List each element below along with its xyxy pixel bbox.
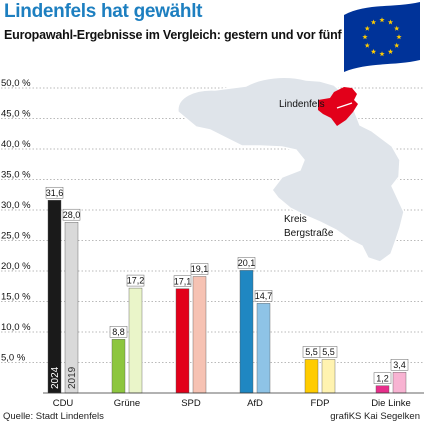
district-map: Lindenfels Kreis Bergstraße — [177, 76, 405, 263]
page-subtitle: Europawahl-Ergebnisse im Vergleich: gest… — [4, 28, 385, 42]
flag-star — [362, 34, 368, 40]
map-district-label: Kreis — [284, 214, 307, 225]
data-label: 19,1 — [191, 264, 209, 274]
data-label-box — [319, 346, 338, 358]
flag-star — [396, 34, 402, 40]
y-tick-label: 20,0 % — [1, 261, 31, 272]
y-tick-label: 25,0 % — [1, 231, 31, 242]
bar — [304, 359, 319, 394]
eu-flag-icon — [344, 2, 420, 72]
x-category-label: CDU — [53, 398, 74, 409]
data-label-box — [45, 186, 64, 199]
flag-star — [379, 17, 385, 23]
flag-star — [387, 19, 394, 25]
flag-star — [364, 25, 370, 31]
bar — [321, 359, 336, 394]
data-label: 14,7 — [255, 291, 273, 301]
data-label: 17,1 — [174, 276, 192, 286]
data-label-box — [373, 372, 392, 384]
credit-note: grafiKS Kai Segelken — [330, 411, 420, 422]
map-town-label: Lindenfels — [279, 99, 325, 110]
x-category-label: FDP — [311, 398, 330, 409]
flag-star — [394, 25, 400, 31]
bar — [256, 303, 271, 394]
flag-star — [394, 42, 400, 48]
y-tick-label: 45,0 % — [1, 109, 31, 120]
data-label: 3,4 — [393, 360, 406, 370]
flag-star — [370, 19, 377, 25]
x-category-label: AfD — [247, 398, 263, 409]
data-label: 5,5 — [305, 347, 318, 357]
bar — [375, 385, 390, 394]
x-category-label: Grüne — [114, 398, 140, 409]
data-label: 1,2 — [376, 373, 389, 383]
data-label: 20,1 — [238, 258, 256, 268]
y-tick-label: 40,0 % — [1, 139, 31, 150]
data-label: 28,0 — [63, 210, 81, 220]
x-category-label: Die Linke — [371, 398, 411, 409]
town-white-line — [336, 102, 353, 109]
lindenfels-town-shape — [318, 87, 358, 126]
data-label-box — [254, 290, 273, 302]
data-label: 17,2 — [127, 276, 145, 286]
y-tick-label: 50,0 % — [1, 78, 31, 89]
series-year-label: 2019 — [67, 366, 78, 389]
flag-star — [370, 48, 377, 54]
bar — [128, 287, 143, 394]
data-label-box — [390, 359, 409, 371]
district-shape — [177, 76, 405, 263]
data-label-box — [190, 263, 209, 275]
x-category-label: SPD — [181, 398, 201, 409]
bar — [47, 200, 62, 394]
map-district-label: Bergstraße — [284, 228, 334, 239]
data-label-box — [126, 274, 145, 287]
bar — [239, 270, 254, 394]
bar — [192, 276, 207, 394]
flag-stars — [362, 17, 402, 57]
flag-star — [379, 51, 385, 57]
data-label-box — [109, 326, 128, 338]
y-tick-label: 30,0 % — [1, 200, 31, 211]
y-tick-label: 10,0 % — [1, 322, 31, 333]
series-year-label: 2024 — [50, 366, 61, 389]
data-label-box — [62, 208, 81, 221]
source-note: Quelle: Stadt Lindenfels — [3, 411, 104, 422]
bar — [175, 288, 190, 394]
data-label-box — [173, 275, 192, 287]
y-tick-label: 35,0 % — [1, 170, 31, 181]
data-label: 31,6 — [46, 188, 64, 198]
y-tick-label: 15,0 % — [1, 292, 31, 303]
page-title: Lindenfels hat gewählt — [4, 1, 203, 22]
data-label: 8,8 — [112, 327, 125, 337]
bar — [111, 339, 126, 394]
flag-star — [387, 48, 394, 54]
bar — [392, 372, 407, 394]
flag-star — [364, 42, 370, 48]
data-label-box — [237, 257, 256, 269]
data-label: 5,5 — [322, 347, 335, 357]
y-tick-label: 5,0 % — [1, 353, 26, 364]
bar-layer: 31,6 2024 28,0 2019 CDU 8,8 17,2 Grüne 17,1 19,1 S… — [45, 186, 411, 409]
